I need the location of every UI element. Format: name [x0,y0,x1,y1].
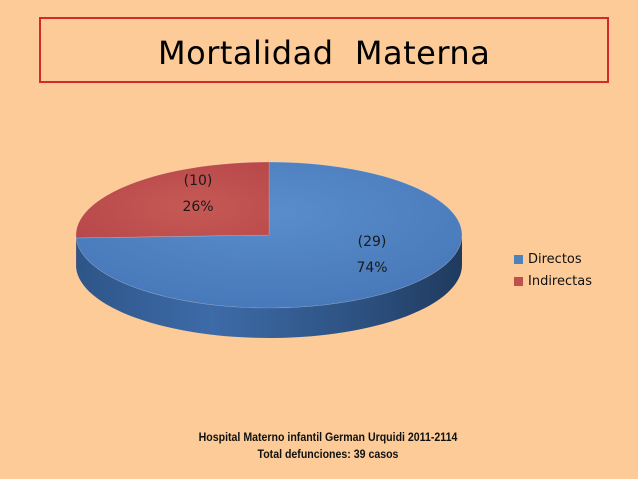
slice-percent-label-indirectas: 26% [182,199,213,215]
pie-slice-indirectas [75,161,270,239]
legend-swatch-directos [514,254,523,264]
pie-side-directos [76,235,462,338]
footnote-line-2: Total defunciones: 39 casos [257,449,399,461]
legend-item-indirectas: Indirectas [514,270,592,292]
legend-label-directos: Directos [528,251,582,267]
legend: Directos Indirectas [514,248,592,292]
slice-count-label-directos: (29) [358,234,387,250]
slice-count-label-indirectas: (10) [184,173,213,189]
slide-title: Mortalidad Materna [158,34,491,72]
legend-item-directos: Directos [514,248,592,270]
pie-slice-directos [75,161,463,309]
pie-group [75,161,463,338]
footnote: Hospital Materno infantil German Urquidi… [164,430,492,464]
footnote-line-1: Hospital Materno infantil German Urquidi… [198,432,458,444]
legend-label-indirectas: Indirectas [528,273,592,289]
slice-percent-label-directos: 74% [356,260,387,276]
legend-swatch-indirectas [514,276,523,286]
slice-labels: (29) 74% (10) 26% [182,173,387,276]
title-box: Mortalidad Materna [39,17,609,83]
